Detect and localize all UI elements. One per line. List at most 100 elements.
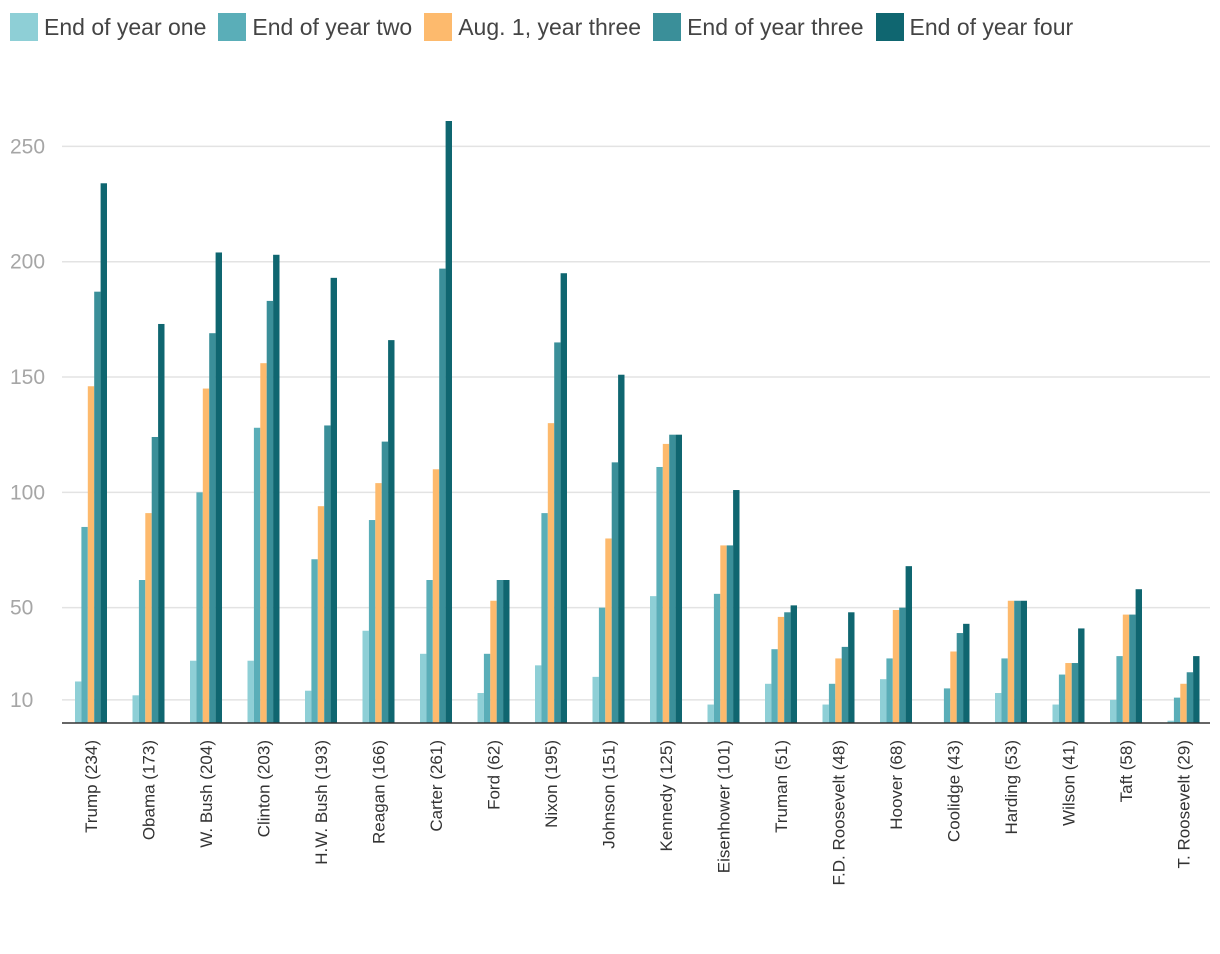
bar xyxy=(1007,600,1015,723)
bar xyxy=(260,363,267,723)
x-category-label: Ford (62) xyxy=(485,740,504,810)
bar xyxy=(477,693,484,723)
bar xyxy=(266,300,274,723)
bar xyxy=(420,653,427,723)
bar xyxy=(784,612,791,723)
legend-swatch xyxy=(10,13,38,41)
bar xyxy=(560,273,567,723)
bar xyxy=(94,291,101,723)
y-tick-label: 250 xyxy=(10,135,45,158)
x-category-label: Taft (58) xyxy=(1117,740,1136,802)
legend-swatch xyxy=(218,13,247,41)
y-tick-label: 200 xyxy=(10,251,45,274)
bar xyxy=(592,676,599,723)
legend-label: End of year three xyxy=(687,13,864,40)
bar xyxy=(190,660,197,723)
x-category-label: T. Roosevelt (29) xyxy=(1175,740,1194,869)
bar xyxy=(145,513,152,723)
bar xyxy=(388,340,395,723)
x-category-label: W. Bush (204) xyxy=(197,740,216,848)
x-category-label: Truman (51) xyxy=(772,740,791,833)
legend-item: Aug. 1, year three xyxy=(424,13,641,41)
legend-item: End of year two xyxy=(218,13,412,41)
legend-item: End of year one xyxy=(10,13,206,41)
x-category-label: Wilson (41) xyxy=(1060,740,1079,826)
x-category-label: Eisenhower (101) xyxy=(715,740,734,873)
bar xyxy=(253,427,261,723)
bar xyxy=(503,580,510,723)
bar xyxy=(1065,663,1072,723)
bar xyxy=(426,580,433,723)
bar xyxy=(662,443,670,723)
bar xyxy=(100,183,107,723)
bar xyxy=(247,660,254,723)
bar xyxy=(535,665,542,723)
bar xyxy=(1058,674,1066,723)
bar xyxy=(202,388,210,723)
bar xyxy=(656,466,663,723)
bar xyxy=(790,605,797,723)
x-category-label: Carter (261) xyxy=(427,740,446,832)
bar xyxy=(899,607,906,723)
bar xyxy=(1122,614,1130,723)
y-tick-label: 100 xyxy=(10,481,45,504)
bar xyxy=(151,436,159,723)
bar xyxy=(215,252,222,723)
bar xyxy=(995,693,1002,723)
x-category-label: H.W. Bush (193) xyxy=(312,740,331,865)
bar xyxy=(848,612,855,723)
legend-label: End of year two xyxy=(252,13,413,40)
x-category-label: Trump (234) xyxy=(82,740,101,833)
bar xyxy=(822,704,829,723)
bar xyxy=(886,658,893,723)
bar xyxy=(330,277,337,723)
bar xyxy=(490,600,497,723)
legend-label: End of year four xyxy=(909,13,1074,40)
bar xyxy=(905,566,912,723)
bar xyxy=(1001,658,1008,723)
bar xyxy=(1078,628,1085,723)
bar xyxy=(733,490,740,723)
bar xyxy=(841,646,849,723)
bar xyxy=(87,386,95,723)
legend-swatch xyxy=(875,13,904,41)
x-category-label: Coolidge (43) xyxy=(945,740,964,842)
x-category-label: Nixon (195) xyxy=(542,740,561,828)
bar xyxy=(1116,656,1123,723)
bar xyxy=(707,704,714,723)
legend-item: End of year three xyxy=(653,13,864,41)
y-tick-label: 50 xyxy=(10,597,33,620)
bar xyxy=(771,649,778,723)
bar xyxy=(956,633,964,723)
bar xyxy=(765,683,772,723)
bar xyxy=(726,545,734,723)
bar xyxy=(611,462,619,723)
bar xyxy=(1110,699,1117,723)
x-category-label: Hoover (68) xyxy=(887,740,906,830)
bar xyxy=(598,607,606,723)
legend-swatch xyxy=(424,13,453,41)
bar xyxy=(618,374,625,723)
bar xyxy=(1129,614,1136,723)
bar xyxy=(273,254,280,723)
bar xyxy=(138,580,146,723)
x-category-label: Harding (53) xyxy=(1002,740,1021,835)
bar xyxy=(605,538,612,723)
bar xyxy=(720,545,727,723)
bar xyxy=(445,121,452,723)
bar xyxy=(362,630,369,723)
bar xyxy=(828,683,836,723)
bar xyxy=(75,681,82,723)
bar xyxy=(496,580,504,723)
bar xyxy=(1135,589,1142,723)
bar xyxy=(368,520,376,723)
bar xyxy=(963,623,970,723)
bar xyxy=(713,593,721,723)
bar xyxy=(1052,704,1059,723)
bar xyxy=(777,616,785,723)
bar xyxy=(1173,697,1181,723)
bar xyxy=(669,434,676,723)
legend-label: Aug. 1, year three xyxy=(458,13,642,40)
x-category-label: Clinton (203) xyxy=(255,740,274,837)
bar xyxy=(432,469,440,723)
